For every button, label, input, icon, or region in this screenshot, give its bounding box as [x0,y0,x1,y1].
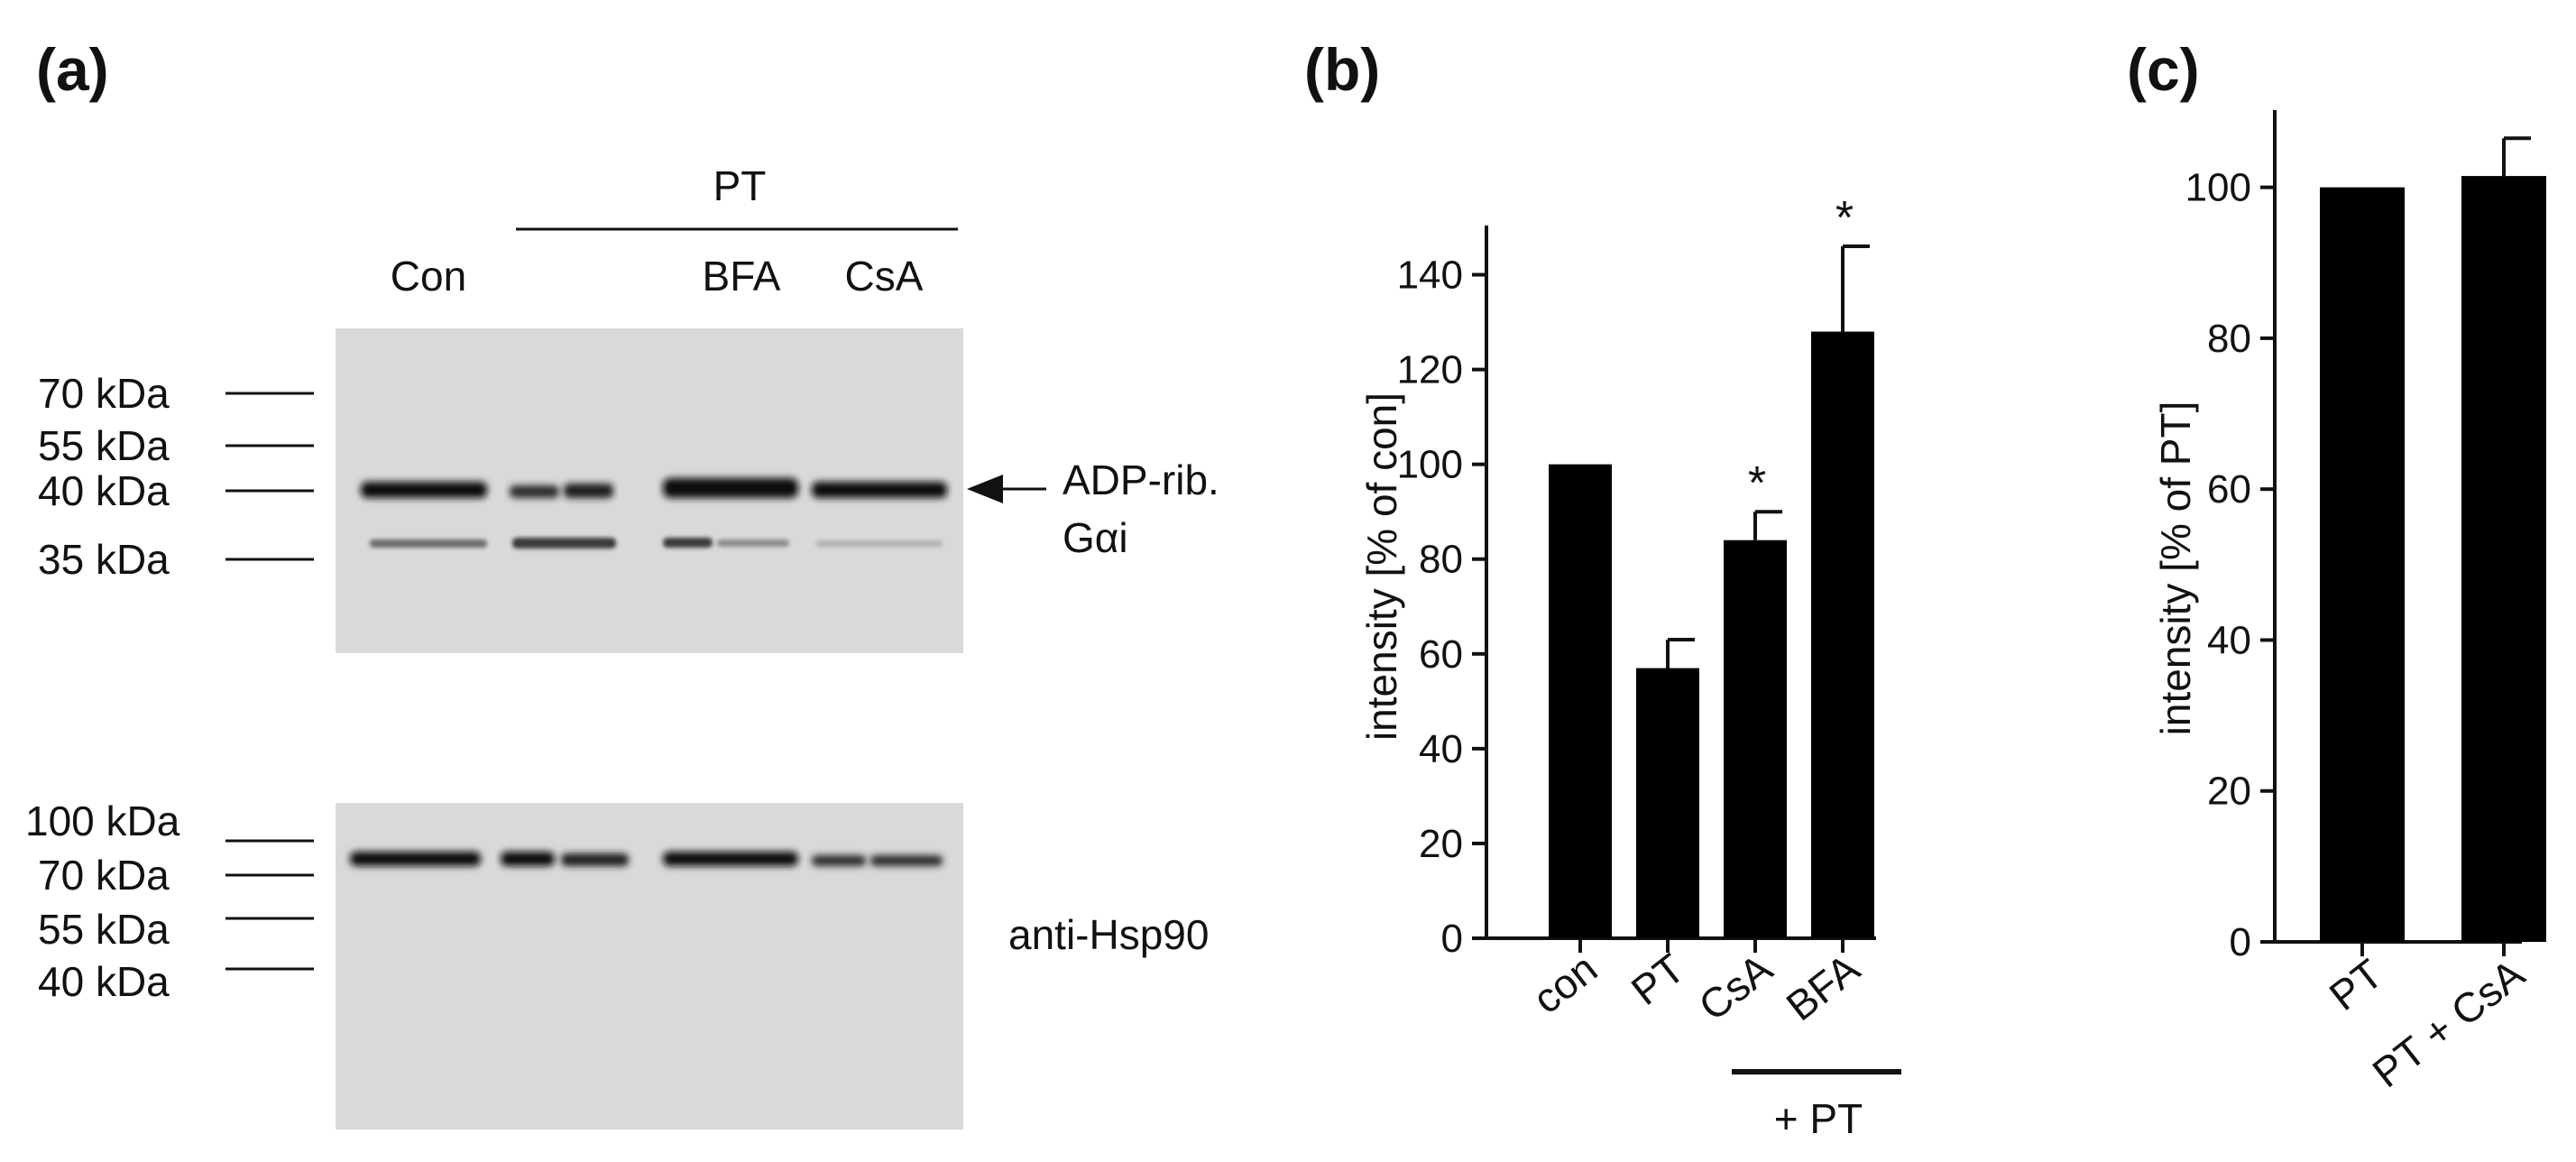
panel-c-chart: (c) intensity [% of PT] 0 20 40 60 80 100 PTPT… [2127,36,2546,1096]
bar-con [1549,464,1612,938]
bar-bfa [1811,331,1874,938]
x-tick-label: con [1524,945,1605,1023]
band-csa-hsp90-a [812,855,866,866]
band-bfa-35kda-b [717,540,789,547]
x-tick-label: PT + CsA [2364,950,2534,1097]
blot-top [336,328,963,653]
marker-top-40kda: 40 kDa [38,467,170,514]
marker-bottom-40kda: 40 kDa [38,958,170,1005]
y-tick-label: 60 [2207,467,2251,512]
y-tick-label: 60 [1419,632,1463,677]
lane-label-bfa: BFA [703,253,781,300]
band-csa-hsp90-b [870,855,943,866]
bar-csa [1724,540,1787,938]
y-tick-label: 120 [1397,348,1463,392]
panel-b-chart: (b) intensity [% of con] 0 20 40 60 80 100 120… [1304,36,1901,1142]
marker-bottom-70kda: 70 kDa [38,852,170,899]
y-tick-label: 100 [2185,166,2251,210]
marker-top-55kda: 55 kDa [38,422,170,469]
band-pt-hsp90-a [501,852,555,866]
arrow-head-icon [967,475,1003,503]
band-csa-35kda [816,540,943,547]
band-con-hsp90 [350,852,481,866]
lane-label-csa: CsA [845,253,924,300]
y-tick-label: 0 [2230,920,2251,964]
band-pt-40kda-b [564,484,613,498]
panel-a: (a) PT Con BFA CsA 70 kDa 55 kDa 40 kDa [25,36,1219,1130]
band-pt-35kda [512,538,616,549]
group-label-plus-pt: + PT [1774,1095,1863,1142]
marker-top-70kda: 70 kDa [38,370,170,417]
blot-bottom [336,803,963,1130]
x-tick-label: BFA [1778,945,1869,1030]
annotation-anti-hsp90: anti-Hsp90 [1008,911,1209,958]
y-tick-label: 20 [1419,822,1463,866]
y-tick-label: 20 [2207,770,2251,814]
y-tick-label: 0 [1441,917,1463,961]
band-pt-40kda-a [510,485,559,498]
x-tick-label: CsA [1690,945,1781,1030]
y-tick-label: 100 [1397,443,1463,487]
x-tick-label: PT [1623,945,1693,1014]
y-tick-label: 40 [1419,727,1463,771]
lane-label-con: Con [391,253,466,300]
panel-c-y-axis-label: intensity [% of PT] [2152,401,2199,736]
band-csa-40kda [812,482,947,498]
y-tick-label: 80 [1419,538,1463,582]
marker-bottom-55kda: 55 kDa [38,906,170,953]
panel-c-label: (c) [2127,36,2200,103]
annotation-adp-rib: ADP-rib. [1063,456,1219,503]
significance-marker: * [1748,457,1766,510]
panel-b-label: (b) [1304,36,1380,103]
panel-b-y-axis-label: intensity [% of con] [1358,392,1405,741]
band-bfa-40kda [663,478,798,498]
annotation-galpha-i: Gαi [1063,514,1128,561]
y-tick-label: 80 [2207,317,2251,361]
significance-marker: * [1835,192,1854,244]
y-tick-label: 40 [2207,618,2251,662]
pt-treatment-label: PT [713,162,767,209]
band-con-35kda [370,540,487,548]
band-bfa-hsp90 [663,852,798,866]
marker-bottom-100kda: 100 kDa [25,798,180,844]
band-con-40kda [361,482,487,498]
y-tick-label: 140 [1397,254,1463,298]
bar-pt-csa [2461,176,2546,942]
x-tick-label: PT [2321,950,2391,1019]
band-bfa-35kda-a [663,538,713,548]
band-pt-hsp90-b [561,853,629,866]
marker-top-35kda: 35 kDa [38,536,170,583]
bar-pt [2320,187,2405,943]
panel-a-label: (a) [36,36,109,103]
bar-pt [1636,668,1699,938]
